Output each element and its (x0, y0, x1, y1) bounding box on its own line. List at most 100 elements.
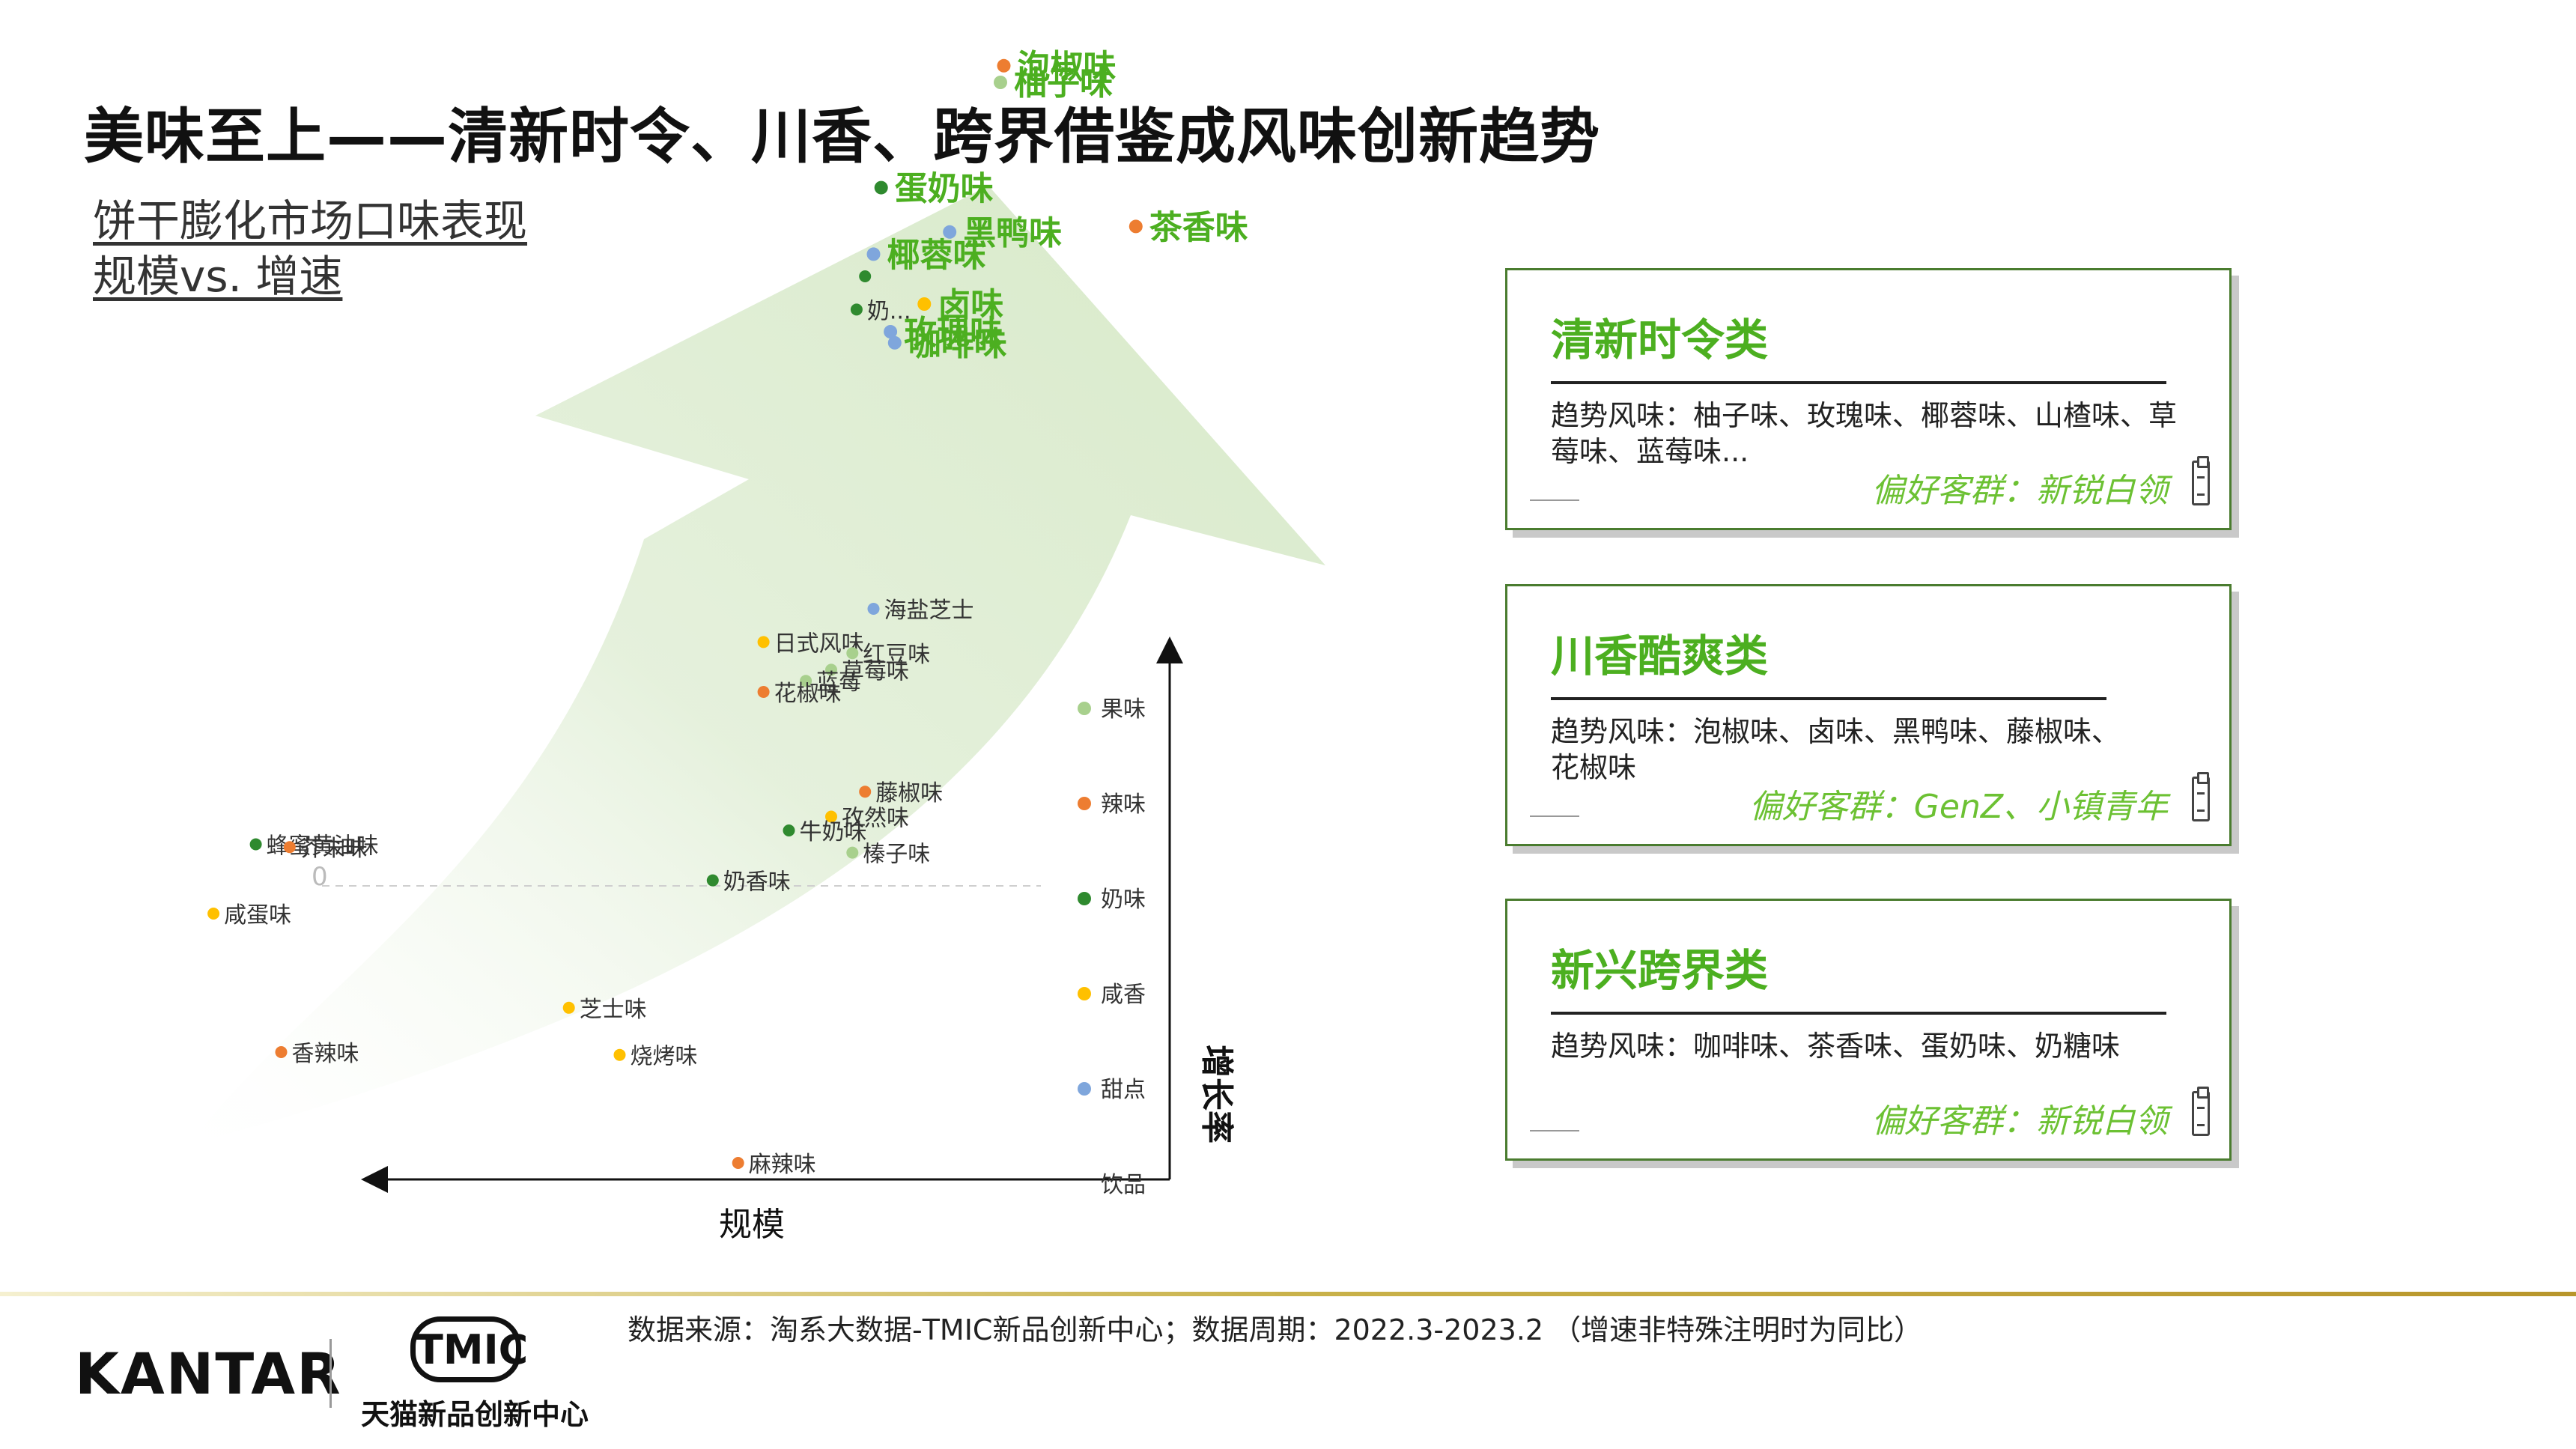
data-point-8 (917, 297, 932, 311)
data-label-26: 香辣味 (292, 1041, 359, 1067)
legend-label-drink: 饮品 (1101, 1172, 1146, 1198)
data-point-7 (850, 303, 863, 316)
data-point-16 (757, 686, 770, 698)
card-body: 趋势风味：泡椒味、卤味、黑鸭味、藤椒味、花椒味 (1551, 715, 2121, 784)
data-label-2: 蛋奶味 (895, 170, 994, 208)
data-point-22 (249, 838, 262, 851)
data-point-15 (800, 675, 812, 687)
data-label-28: 麻辣味 (749, 1152, 816, 1178)
data-point-2 (874, 180, 888, 195)
legend-marker-fruit (1078, 702, 1091, 715)
data-label-15: 蓝莓 (816, 669, 861, 696)
legend-label-fruit: 果味 (1101, 696, 1146, 723)
logo-divider (329, 1339, 332, 1408)
tmic-caption: 天猫新品创新中心 (361, 1398, 589, 1431)
legend-marker-milk (1078, 892, 1091, 905)
footer-divider (0, 1292, 2576, 1296)
source-note: 数据来源：淘系大数据-TMIC新品创新中心；数据周期：2022.3-2023.2… (628, 1313, 1923, 1346)
legend-label-spicy: 辣味 (1101, 792, 1146, 818)
data-label-20: 榛子味 (863, 842, 930, 868)
data-point-0 (997, 58, 1011, 73)
data-point-28 (732, 1157, 744, 1169)
data-point-20 (846, 846, 859, 859)
data-point-17 (859, 786, 872, 798)
page-title: 美味至上——清新时令、川香、跨界借鉴成风味创新趋势 (84, 102, 1600, 171)
card-body: 趋势风味：咖啡味、茶香味、蛋奶味、奶糖味 (1551, 1030, 2121, 1063)
data-point-10 (887, 335, 902, 350)
data-point-13 (846, 647, 859, 660)
data-point-23 (283, 841, 296, 854)
data-point-18 (825, 810, 837, 823)
data-point-14 (825, 663, 837, 676)
data-label-1: 柚子味 (1014, 64, 1113, 103)
data-point-5 (866, 247, 881, 261)
data-label-11: 海盐芝士 (884, 598, 974, 624)
data-label-14: 草莓味 (842, 658, 909, 684)
card-title: 新兴跨界类 (1551, 945, 1769, 996)
data-point-4 (1128, 219, 1143, 234)
data-point-26 (275, 1046, 288, 1058)
data-point-1 (994, 76, 1007, 89)
card-fresh-seasonal: 清新时令类 趋势风味：柚子味、玫瑰味、椰蓉味、山楂味、草莓味、蓝莓味... 偏好… (1505, 268, 2232, 530)
data-point-21 (706, 874, 719, 887)
card-sichuan-spicy: 川香酷爽类 趋势风味：泡椒味、卤味、黑鸭味、藤椒味、花椒味 偏好客群：GenZ、… (1505, 584, 2232, 846)
data-label-7: 奶... (867, 298, 911, 324)
card-crossover: 新兴跨界类 趋势风味：咖啡味、茶香味、蛋奶味、奶糖味 偏好客群：新锐白领 (1505, 899, 2232, 1161)
card-body: 趋势风味：柚子味、玫瑰味、椰蓉味、山楂味、草莓味、蓝莓味... (1551, 399, 2178, 468)
card-foot-line (1530, 499, 1579, 501)
data-label-17: 藤椒味 (875, 780, 943, 806)
card-target-group: 偏好客群：GenZ、小镇青年 (1749, 788, 2168, 826)
card-target-group: 偏好客群：新锐白领 (1871, 1102, 2168, 1140)
card-foot-line (1530, 815, 1579, 817)
clipboard-icon (2192, 1087, 2210, 1136)
data-point-19 (783, 824, 795, 836)
data-label-9: 玫瑰味 (904, 314, 1003, 352)
clipboard-icon (2192, 772, 2210, 821)
data-label-16: 花椒味 (774, 681, 842, 707)
data-label-8: 卤味 (938, 286, 1003, 324)
y-axis-label: 增长率 (1197, 1045, 1236, 1143)
data-label-3: 黑鸭味 (963, 214, 1062, 252)
data-point-24 (207, 908, 220, 920)
legend-marker-sweet (1078, 1082, 1091, 1096)
data-label-18: 孜然味 (842, 806, 909, 832)
data-point-27 (613, 1048, 626, 1061)
data-label-27: 烧烤味 (631, 1044, 698, 1070)
legend-marker-salty (1078, 987, 1091, 1000)
card-title: 清新时令类 (1551, 315, 1769, 365)
card-target-group: 偏好客群：新锐白领 (1871, 472, 2168, 510)
data-point-9 (884, 325, 898, 338)
data-label-0: 泡椒味 (1018, 48, 1117, 86)
data-point-6 (859, 270, 872, 282)
data-label-10: 咖啡味 (908, 325, 1007, 363)
data-label-5: 椰蓉味 (887, 236, 986, 274)
card-rule (1551, 697, 2106, 700)
data-point-25 (562, 1001, 575, 1014)
card-rule (1551, 381, 2166, 384)
data-label-25: 芝士味 (580, 997, 647, 1023)
kantar-logo: KANTAR (75, 1340, 342, 1407)
legend-marker-spicy (1078, 797, 1091, 810)
zero-tick-label: 0 (312, 862, 328, 892)
data-label-4: 茶香味 (1149, 208, 1248, 246)
clipboard-icon (2192, 456, 2210, 505)
trend-arrow (187, 186, 1325, 1146)
legend-label-milk: 奶味 (1101, 887, 1146, 913)
card-title: 川香酷爽类 (1551, 631, 1769, 681)
data-point-12 (757, 636, 770, 648)
legend-label-salty: 咸香 (1101, 982, 1146, 1008)
card-foot-line (1530, 1130, 1579, 1131)
chart-subtitle-line2: 规模vs. 增速 (93, 251, 343, 302)
data-label-13: 红豆味 (863, 642, 930, 668)
data-point-3 (943, 225, 957, 239)
legend-label-sweet: 甜点 (1101, 1077, 1146, 1103)
x-axis-label: 规模 (719, 1206, 785, 1244)
data-label-23: 芥末味 (300, 836, 368, 862)
card-rule (1551, 1012, 2166, 1015)
data-point-11 (867, 603, 880, 615)
chart-subtitle-line1: 饼干膨化市场口味表现 (93, 195, 528, 246)
data-label-24: 咸蛋味 (224, 902, 291, 929)
data-label-19: 牛奶味 (800, 819, 867, 845)
tmic-logo: TMIC (410, 1316, 528, 1382)
